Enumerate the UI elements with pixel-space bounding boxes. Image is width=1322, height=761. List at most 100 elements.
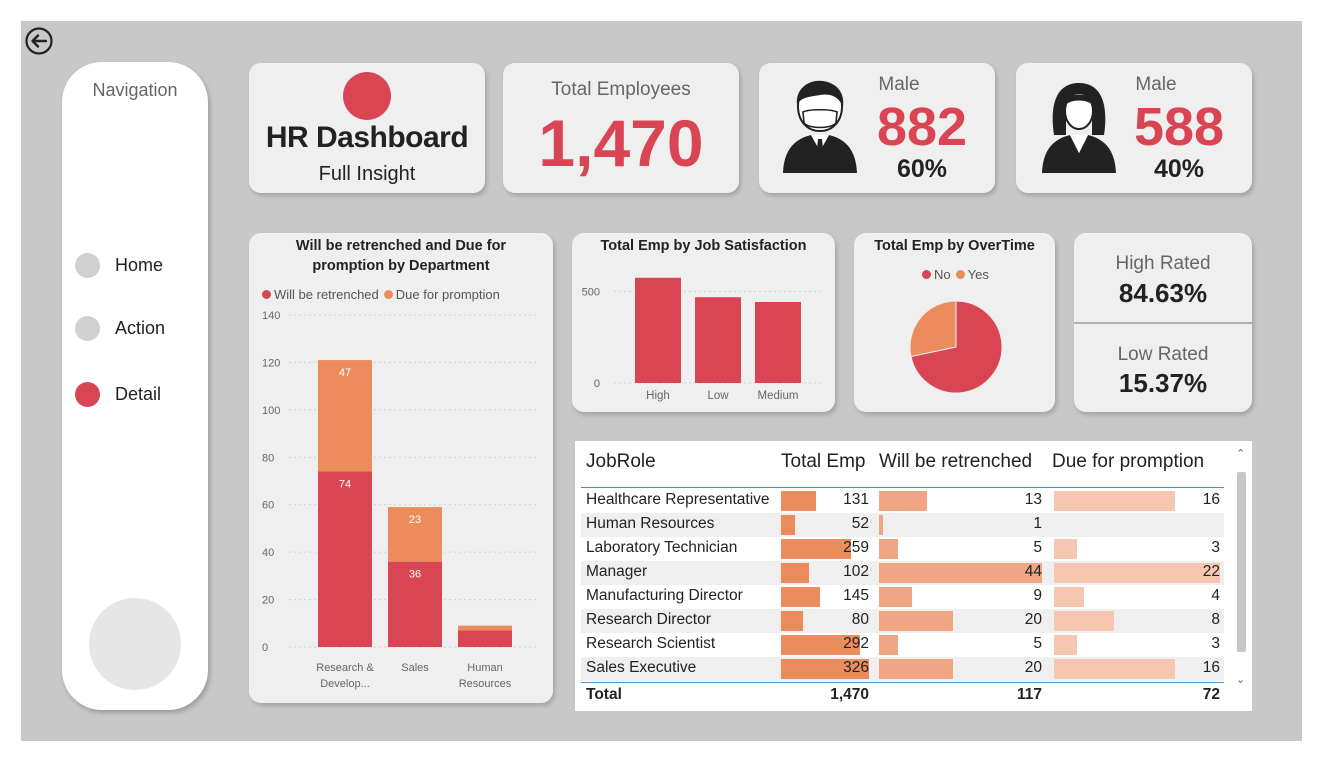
total-promotion-sum: 72	[1202, 686, 1220, 703]
total-employees-label: Total Employees	[551, 79, 691, 100]
job-satisfaction-title: Total Emp by Job Satisfaction	[600, 238, 807, 254]
satisfaction-bar[interactable]	[695, 297, 741, 383]
x-category-label: Develop...	[320, 678, 370, 690]
jobrole-cell: Research Scientist	[586, 635, 716, 652]
navigation-title: Navigation	[92, 80, 178, 100]
y-tick-label: 40	[262, 547, 274, 559]
retrenched-cell: 5	[1033, 539, 1042, 556]
data-bar	[879, 635, 898, 655]
satisfaction-bar[interactable]	[635, 277, 681, 383]
department-chart-title-line1: Will be retrenched and Due for	[295, 238, 507, 254]
data-bar	[879, 515, 883, 535]
data-bar	[879, 587, 913, 607]
man-icon	[783, 80, 857, 173]
x-category-label: Human	[467, 662, 502, 674]
x-category-label: High	[646, 390, 670, 402]
promotion-cell: 16	[1202, 659, 1220, 676]
data-bar	[781, 515, 796, 535]
nav-circle-button[interactable]	[89, 598, 181, 690]
total-employees-value: 1,470	[538, 106, 704, 180]
rating-divider	[1074, 322, 1252, 324]
retrenched-cell: 1	[1033, 515, 1042, 532]
header-rule	[581, 487, 1224, 488]
total-cell: 259	[843, 539, 869, 556]
promotion-cell: 4	[1211, 587, 1220, 604]
y-tick-label: 60	[262, 500, 274, 512]
table-row[interactable]	[581, 537, 1224, 561]
jobrole-cell: Human Resources	[586, 515, 715, 532]
scroll-up-icon[interactable]: ⌃	[1236, 448, 1246, 460]
x-category-label: Research &	[316, 662, 374, 674]
nav-item-action[interactable]: Action	[75, 315, 165, 341]
nav-item-detail[interactable]: Detail	[75, 381, 161, 407]
total-cell: 102	[843, 563, 869, 580]
data-bar	[781, 659, 869, 679]
nav-action-label: Action	[115, 317, 166, 338]
x-category-label: Medium	[758, 390, 799, 402]
x-category-label: Low	[707, 390, 729, 402]
female-percent: 40%	[1153, 155, 1205, 183]
job-satisfaction-card: Total Emp by Job Satisfaction 0 500 High Lo…	[572, 233, 835, 412]
promotion-cell: 8	[1211, 611, 1220, 628]
department-chart-legend: Will be retrenched Due for promption	[262, 287, 500, 302]
y-tick-label: 20	[262, 595, 274, 607]
scroll-down-icon[interactable]: ⌄	[1236, 674, 1246, 686]
overtime-pie	[909, 300, 1003, 394]
woman-icon	[1042, 83, 1116, 173]
dept-bar-label: 36	[409, 569, 421, 581]
legend-promotion-dot	[383, 290, 393, 299]
dept-bar-segment[interactable]	[388, 561, 442, 647]
data-bar	[879, 563, 1042, 583]
promotion-cell: 3	[1211, 539, 1220, 556]
table-scrollbar[interactable]	[1237, 472, 1246, 652]
dept-bar-segment[interactable]	[318, 471, 372, 647]
data-bar	[781, 563, 809, 583]
female-count: 588	[1133, 97, 1225, 157]
data-bar	[879, 539, 898, 559]
nav-home-label: Home	[115, 254, 164, 275]
data-bar	[1054, 491, 1175, 511]
dept-bar-label: 23	[409, 514, 421, 526]
dept-bar-label: 74	[339, 479, 351, 491]
total-label: Total	[586, 686, 622, 703]
navigation-panel: Navigation Home Action Detail	[62, 62, 208, 710]
back-arrow-icon[interactable]	[25, 27, 53, 55]
retrenched-cell: 5	[1033, 635, 1042, 652]
dept-bar-segment[interactable]	[458, 630, 512, 647]
pie-slice[interactable]	[909, 300, 957, 358]
legend-retrenched-label: Will be retrenched	[274, 287, 379, 302]
y-tick-label: 500	[582, 286, 600, 298]
col-header-promotion[interactable]: Due for promption	[1052, 451, 1205, 472]
total-rule	[581, 682, 1224, 683]
retrenched-cell: 44	[1024, 563, 1042, 580]
male-count: 882	[876, 97, 968, 157]
satisfaction-bar[interactable]	[755, 301, 801, 383]
x-category-label: Sales	[401, 662, 429, 674]
table-row[interactable]	[581, 633, 1224, 657]
col-header-jobrole[interactable]: JobRole	[586, 451, 656, 472]
y-tick-label: 120	[262, 357, 280, 369]
table-row[interactable]	[581, 513, 1224, 537]
col-header-retrenched[interactable]: Will be retrenched	[879, 451, 1033, 472]
dept-bar-segment[interactable]	[318, 360, 372, 472]
nav-item-home[interactable]: Home	[75, 252, 163, 278]
nav-detail-dot	[75, 381, 100, 407]
data-bar	[781, 635, 860, 655]
retrenched-cell: 9	[1033, 587, 1042, 604]
low-rated-value: 15.37%	[1118, 368, 1208, 398]
data-bar	[1054, 659, 1175, 679]
department-chart-plot: 0 20 40 60 80 100 120 140 74 47 Research & Develop.…	[262, 310, 539, 690]
promotion-cell: 22	[1202, 563, 1220, 580]
data-bar	[781, 587, 821, 607]
total-employees-card: Total Employees 1,470	[503, 63, 739, 193]
nav-home-dot	[75, 252, 100, 278]
jobrole-cell: Healthcare Representative	[586, 491, 770, 508]
dept-bar-segment[interactable]	[458, 625, 512, 631]
jobrole-cell: Manager	[586, 563, 648, 580]
legend-retrenched-dot	[262, 290, 271, 299]
jobrole-table: JobRole Total Emp Will be retrenched Due…	[575, 441, 1252, 711]
data-bar	[879, 659, 954, 679]
legend-no-dot	[922, 270, 931, 279]
dept-bar-segment[interactable]	[388, 507, 442, 562]
col-header-total-emp[interactable]: Total Emp	[781, 451, 866, 472]
